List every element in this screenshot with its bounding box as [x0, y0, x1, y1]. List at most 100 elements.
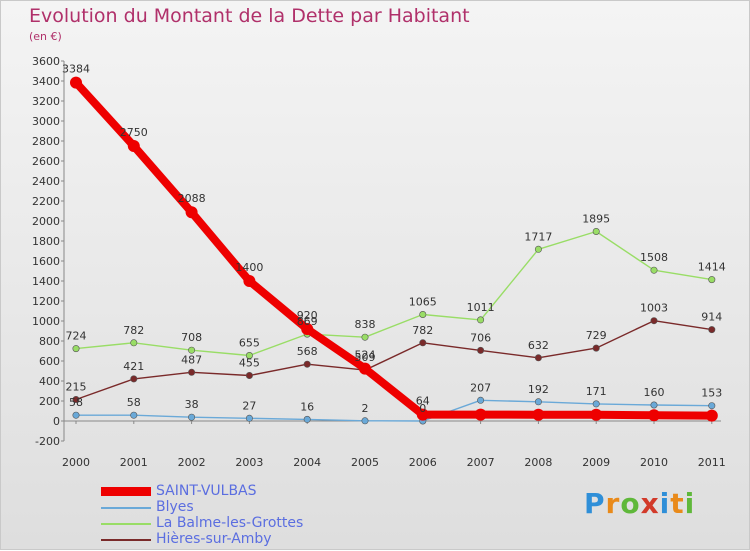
logo-letter: i	[659, 487, 671, 520]
legend-label: Blyes	[156, 499, 194, 515]
data-point	[361, 333, 369, 341]
data-point	[245, 351, 253, 359]
data-point	[70, 76, 82, 89]
data-point	[534, 398, 542, 406]
x-tick-label: 2008	[524, 456, 552, 469]
data-point	[419, 339, 427, 347]
data-label: 1065	[409, 296, 437, 309]
data-point	[534, 354, 542, 362]
data-point	[72, 411, 80, 419]
data-label: 27	[242, 399, 256, 412]
data-label: 632	[528, 339, 549, 352]
data-label: 2750	[120, 126, 148, 139]
data-point	[474, 408, 487, 421]
data-point	[650, 266, 658, 274]
data-point	[72, 345, 80, 353]
legend-swatch	[101, 487, 151, 496]
y-tick-label: 1400	[32, 275, 60, 288]
data-label: 1717	[524, 230, 552, 243]
data-label: 524	[355, 349, 376, 362]
data-label: 64	[416, 395, 430, 408]
data-point	[301, 323, 314, 335]
y-tick-label: 400	[39, 375, 60, 388]
x-tick-label: 2010	[640, 456, 668, 469]
data-point	[243, 275, 256, 287]
legend-swatch	[101, 507, 151, 509]
data-label: 1508	[640, 251, 668, 264]
y-tick-label: 200	[39, 395, 60, 408]
logo-letter: P	[584, 487, 606, 520]
legend-item: Blyes	[101, 499, 361, 517]
y-tick-label: 1600	[32, 255, 60, 268]
data-label: 706	[470, 331, 491, 344]
data-label: 838	[355, 318, 376, 331]
y-tick-label: 3600	[32, 55, 60, 68]
data-point	[130, 411, 138, 419]
y-tick-label: 1000	[32, 315, 60, 328]
legend-item: SAINT-VULBAS	[101, 483, 361, 501]
data-point	[590, 408, 603, 421]
x-tick-label: 2001	[120, 456, 148, 469]
data-point	[130, 375, 138, 383]
legend-label: La Balme-les-Grottes	[156, 515, 304, 531]
data-point	[361, 417, 369, 425]
series-line-la-balme-les-grottes	[75, 230, 713, 357]
chart-title: Evolution du Montant de la Dette par Hab…	[29, 5, 470, 27]
data-point	[650, 317, 658, 325]
data-label: 192	[528, 383, 549, 396]
x-tick-label: 2004	[293, 456, 321, 469]
data-label: 421	[123, 360, 144, 373]
data-point	[188, 413, 196, 421]
data-label: 207	[470, 381, 491, 394]
chart-subtitle: (en €)	[29, 30, 62, 43]
data-label: 215	[66, 381, 87, 394]
x-tick-label: 2005	[351, 456, 379, 469]
logo-letter: x	[640, 487, 660, 520]
data-point	[592, 344, 600, 352]
x-tick-label: 2009	[582, 456, 610, 469]
data-label: 729	[586, 329, 607, 342]
data-label: 869	[297, 315, 318, 328]
y-tick-label: 3400	[32, 75, 60, 88]
data-point	[650, 401, 658, 409]
data-label: 708	[181, 331, 202, 344]
data-label: 920	[297, 309, 318, 322]
data-point	[419, 310, 427, 318]
y-tick-label: 2000	[32, 215, 60, 228]
data-label: 914	[701, 311, 722, 324]
y-tick-label: 2800	[32, 135, 60, 148]
data-point	[477, 396, 485, 404]
data-label: 58	[127, 396, 141, 409]
data-label: 782	[412, 324, 433, 337]
series-line-blyes	[75, 399, 713, 422]
y-tick-label: 2400	[32, 175, 60, 188]
data-label: 1003	[640, 302, 668, 315]
logo-letter: t	[670, 487, 685, 520]
data-label: 455	[239, 357, 260, 370]
data-label: 487	[181, 353, 202, 366]
data-label: 568	[297, 345, 318, 358]
data-point	[477, 316, 485, 324]
y-tick-label: 1800	[32, 235, 60, 248]
y-tick-label: 3200	[32, 95, 60, 108]
y-tick-label: 2600	[32, 155, 60, 168]
y-tick-label: 600	[39, 355, 60, 368]
x-tick-label: 2007	[467, 456, 495, 469]
data-point	[708, 402, 716, 410]
data-point	[534, 245, 542, 253]
data-point	[532, 408, 545, 421]
x-tick-label: 2011	[698, 456, 726, 469]
data-point	[303, 415, 311, 423]
legend-label: SAINT-VULBAS	[156, 483, 257, 499]
proxiti-logo: Proxiti	[584, 487, 695, 520]
data-point	[245, 371, 253, 379]
x-tick-label: 2003	[235, 456, 263, 469]
data-point	[705, 409, 718, 422]
legend-swatch	[101, 539, 151, 541]
legend-item: Hières-sur-Amby	[101, 531, 361, 549]
logo-letter: i	[684, 487, 696, 520]
x-tick-label: 2006	[409, 456, 437, 469]
series-line-hi-res-sur-amby	[75, 320, 713, 401]
